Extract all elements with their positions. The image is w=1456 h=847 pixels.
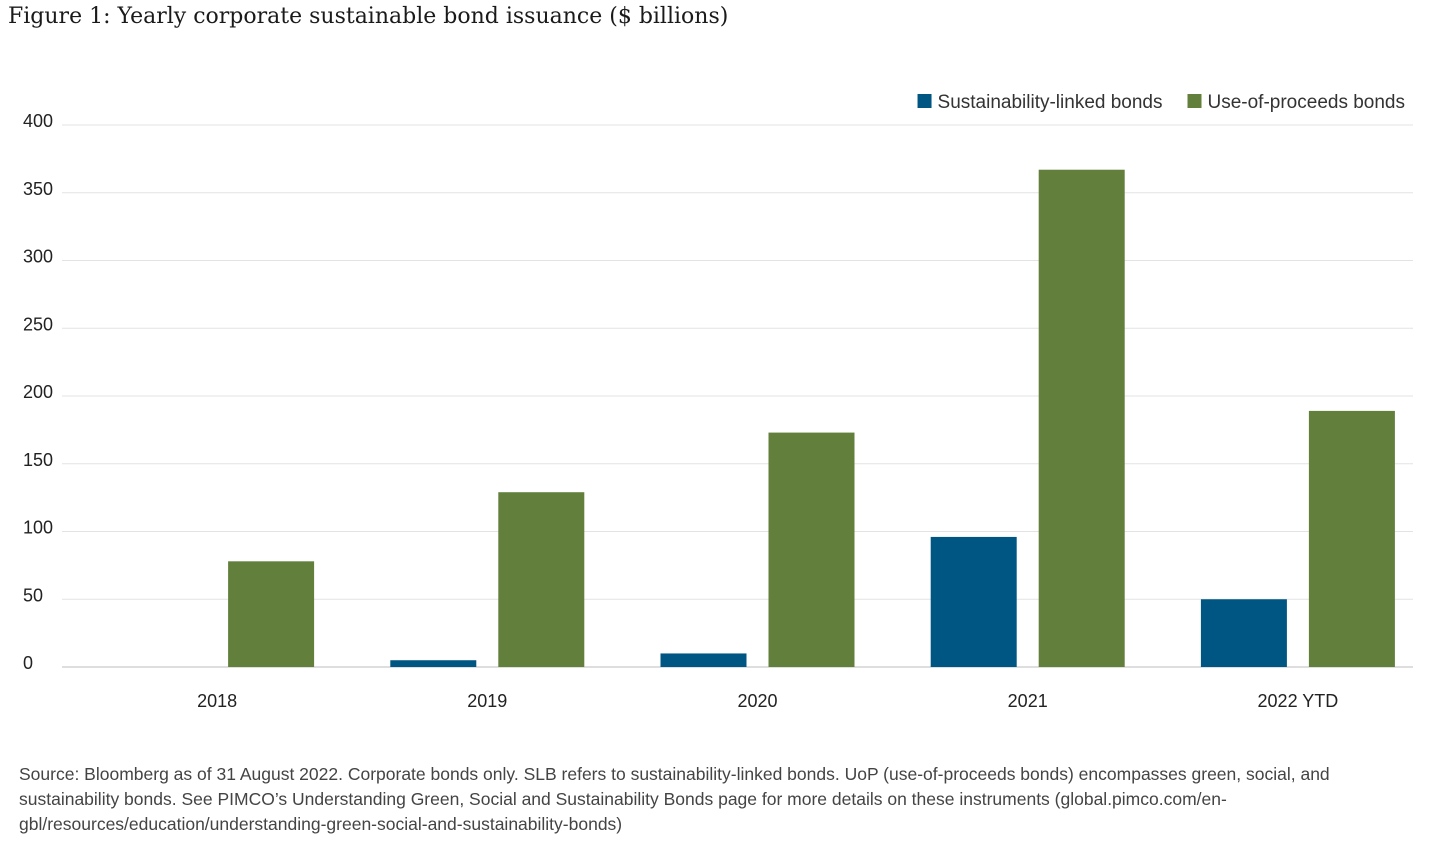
legend-label-uop: Use-of-proceeds bonds bbox=[1208, 92, 1406, 113]
bar-chart: 0 50 100 150 200 250 300 350 400 2018 2019 2020 202… bbox=[23, 92, 1413, 711]
y-tick-label: 400 bbox=[23, 111, 53, 131]
y-tick-label: 50 bbox=[23, 585, 43, 605]
bar-uop-4 bbox=[1308, 410, 1395, 667]
legend-swatch-uop bbox=[1187, 94, 1202, 108]
bar-slb-4 bbox=[1200, 599, 1287, 667]
bar-uop-3 bbox=[1038, 169, 1125, 667]
bar-uop-0 bbox=[228, 561, 315, 667]
legend: Use-of-proceeds bonds Sustainability-link… bbox=[917, 92, 1406, 113]
y-tick-label: 200 bbox=[23, 382, 53, 402]
y-axis: 0 50 100 150 200 250 300 350 400 bbox=[23, 111, 53, 673]
y-tick-label: 100 bbox=[23, 518, 53, 538]
bar-uop-2 bbox=[768, 432, 855, 667]
bar-slb-1 bbox=[390, 660, 477, 667]
bar-uop-1 bbox=[498, 492, 585, 667]
y-tick-label: 150 bbox=[23, 450, 53, 470]
x-tick-label: 2022 YTD bbox=[1258, 691, 1339, 711]
x-tick-label: 2020 bbox=[737, 691, 777, 711]
x-tick-label: 2019 bbox=[467, 691, 507, 711]
x-axis: 2018 2019 2020 2021 2022 YTD bbox=[197, 691, 1338, 711]
bar-slb-3 bbox=[930, 536, 1017, 667]
x-tick-label: 2018 bbox=[197, 691, 237, 711]
x-tick-label: 2021 bbox=[1008, 691, 1048, 711]
bars bbox=[228, 169, 1395, 667]
y-tick-label: 300 bbox=[23, 247, 53, 267]
y-tick-label: 350 bbox=[23, 179, 53, 199]
y-tick-label: 250 bbox=[23, 314, 53, 334]
legend-swatch-slb bbox=[917, 94, 932, 108]
source-note: Source: Bloomberg as of 31 August 2022. … bbox=[19, 764, 1330, 834]
legend-label-slb: Sustainability-linked bonds bbox=[938, 92, 1163, 113]
chart-title: Figure 1: Yearly corporate sustainable b… bbox=[8, 4, 729, 29]
bar-slb-2 bbox=[660, 653, 747, 667]
y-tick-label: 0 bbox=[23, 653, 33, 673]
